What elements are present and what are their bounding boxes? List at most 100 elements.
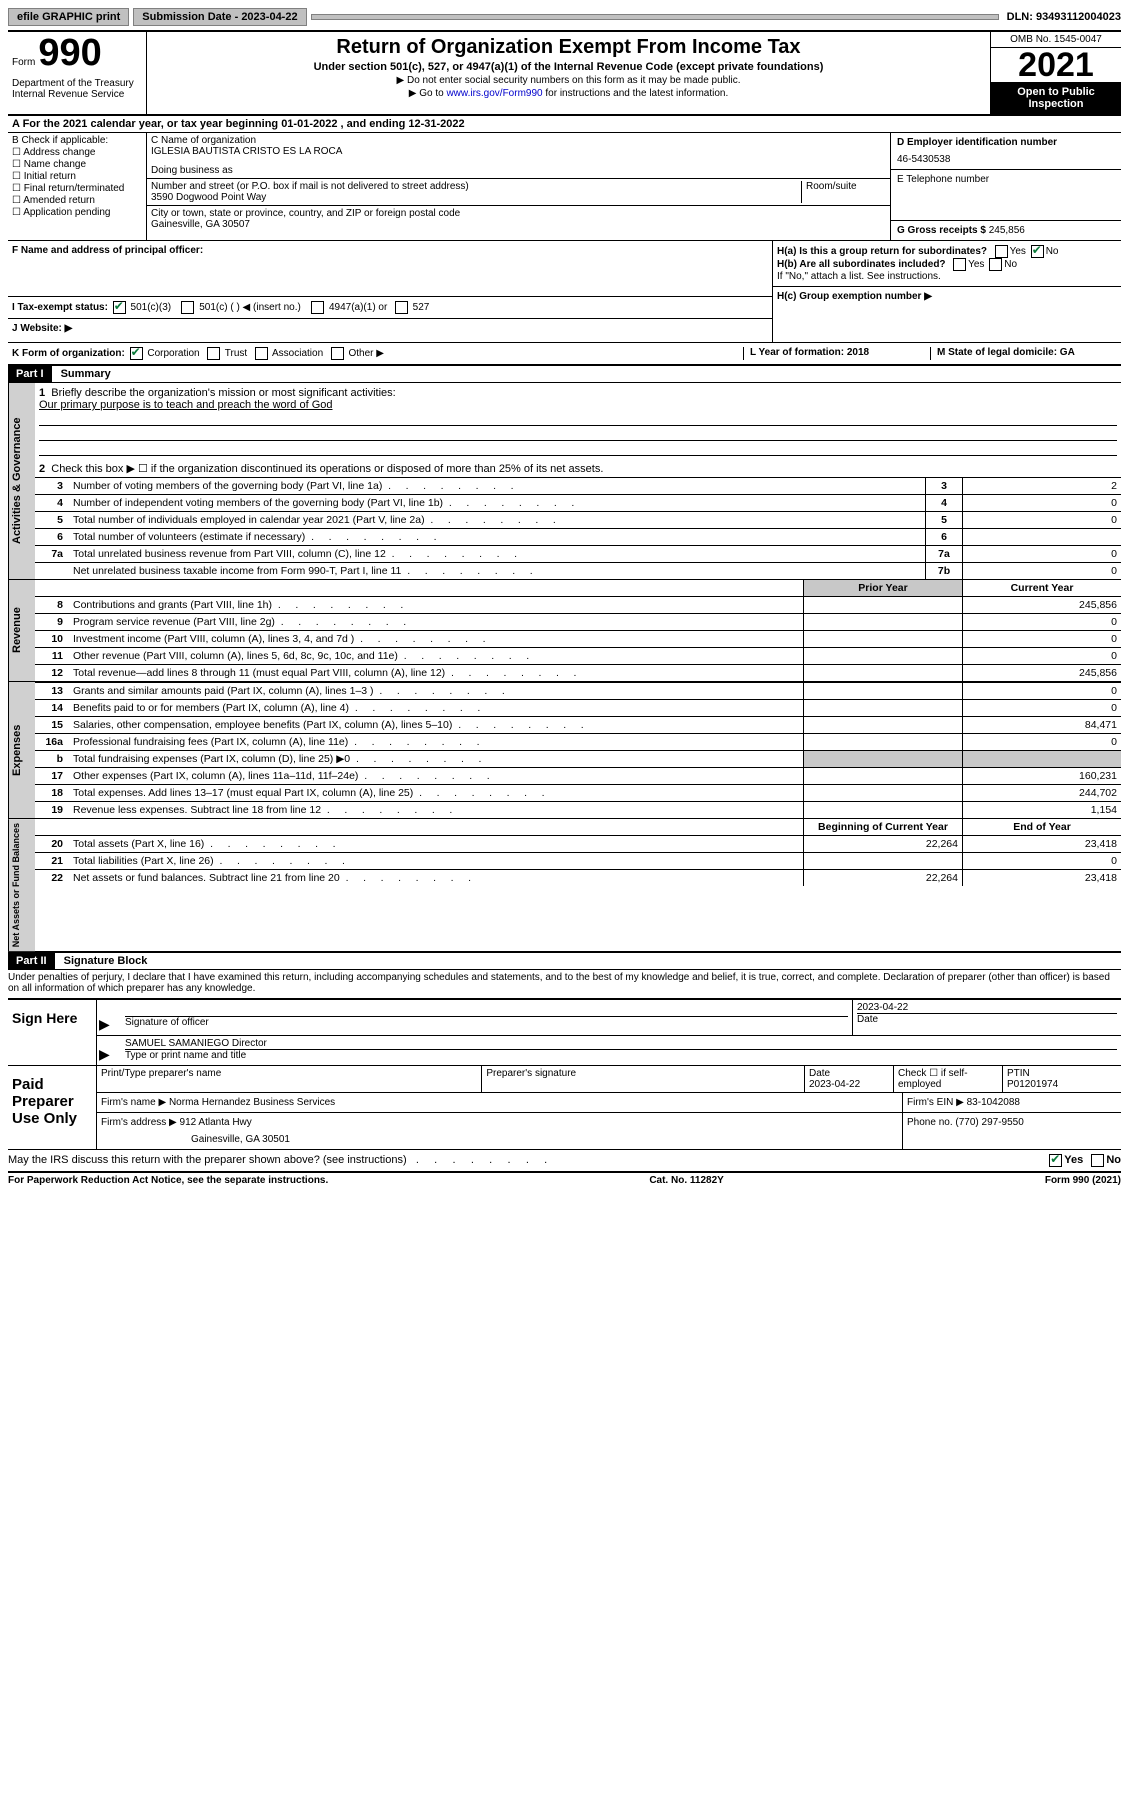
cy-header: Current Year <box>963 580 1122 597</box>
check-se-cell: Check ☐ if self-employed <box>893 1066 1002 1092</box>
footer-mid: Cat. No. 11282Y <box>649 1175 723 1186</box>
current-year-val: 23,418 <box>963 870 1122 887</box>
cb-ha-yes[interactable] <box>995 245 1008 258</box>
ptin-label: PTIN <box>1007 1068 1030 1079</box>
section-fh: F Name and address of principal officer:… <box>8 241 1121 343</box>
cb-assoc[interactable] <box>255 347 268 360</box>
ha-label: H(a) Is this a group return for subordin… <box>777 246 987 257</box>
ptin-value: P01201974 <box>1007 1079 1058 1090</box>
part1-header-row: Part I Summary <box>8 365 1121 383</box>
cb-hb-yes[interactable] <box>953 258 966 271</box>
opt-4947: 4947(a)(1) or <box>329 302 387 313</box>
addr-block: Number and street (or P.O. box if mail i… <box>147 179 890 206</box>
cb-trust[interactable] <box>207 347 220 360</box>
prior-year-val <box>804 597 963 614</box>
cb-amended-return[interactable]: ☐ Amended return <box>12 195 142 206</box>
row-text: Grants and similar amounts paid (Part IX… <box>69 683 804 700</box>
date-cell: 2023-04-22 Date <box>852 1000 1121 1036</box>
cb-527[interactable] <box>395 301 408 314</box>
firm-addr-cell: Firm's address ▶ 912 Atlanta Hwy Gainesv… <box>97 1113 902 1149</box>
vtab-revenue: Revenue <box>8 580 35 681</box>
row-num: 9 <box>35 614 69 631</box>
row-text: Total number of volunteers (estimate if … <box>69 529 926 546</box>
row-num: 19 <box>35 802 69 819</box>
row-idx: 4 <box>926 495 963 512</box>
row-num: 13 <box>35 683 69 700</box>
spacer <box>311 14 999 20</box>
irs-link[interactable]: www.irs.gov/Form990 <box>446 88 542 99</box>
efile-button[interactable]: efile GRAPHIC print <box>8 8 129 26</box>
row-text: Total unrelated business revenue from Pa… <box>69 546 926 563</box>
part2-badge: Part II <box>8 953 55 969</box>
current-year-val: 0 <box>963 683 1122 700</box>
tax-year: 2021 <box>991 48 1121 82</box>
no-label: No <box>1004 259 1017 270</box>
top-bar: efile GRAPHIC print Submission Date - 20… <box>8 8 1121 26</box>
date-value: 2023-04-22 <box>857 1002 1117 1013</box>
current-year-val: 244,702 <box>963 785 1122 802</box>
name-title-cell: SAMUEL SAMANIEGO Director Type or print … <box>121 1036 1121 1065</box>
opt-527: 527 <box>413 302 430 313</box>
cb-application-pending[interactable]: ☐ Application pending <box>12 207 142 218</box>
cb-name-change[interactable]: ☐ Name change <box>12 159 142 170</box>
row-val: 0 <box>963 546 1122 563</box>
cb-other[interactable] <box>331 347 344 360</box>
org-name-block: C Name of organization IGLESIA BAUTISTA … <box>147 133 890 179</box>
cb-initial-return[interactable]: ☐ Initial return <box>12 171 142 182</box>
cb-final-return[interactable]: ☐ Final return/terminated <box>12 183 142 194</box>
phone-value: (770) 297-9550 <box>955 1117 1023 1128</box>
cb-address-change[interactable]: ☐ Address change <box>12 147 142 158</box>
row-num: 8 <box>35 597 69 614</box>
ptin-cell: PTIN P01201974 <box>1002 1066 1121 1092</box>
dba-label: Doing business as <box>151 165 886 176</box>
cb-corp[interactable] <box>130 347 143 360</box>
firm-ein-value: 83-1042088 <box>967 1097 1020 1108</box>
cb-4947[interactable] <box>311 301 324 314</box>
discuss-label: May the IRS discuss this return with the… <box>8 1154 407 1166</box>
vtab-governance: Activities & Governance <box>8 383 35 579</box>
firm-ein-label: Firm's EIN ▶ <box>907 1097 964 1108</box>
cb-hb-no[interactable] <box>989 258 1002 271</box>
m-text: M State of legal domicile: GA <box>937 347 1075 358</box>
discuss-row: May the IRS discuss this return with the… <box>8 1150 1121 1173</box>
sig-officer-label: Signature of officer <box>125 1016 848 1028</box>
note-ssn: ▶ Do not enter social security numbers o… <box>155 75 982 86</box>
cb-ha-no[interactable] <box>1031 245 1044 258</box>
ha-row: H(a) Is this a group return for subordin… <box>777 245 1117 258</box>
cb-discuss-yes[interactable] <box>1049 1154 1062 1167</box>
submission-date-button[interactable]: Submission Date - 2023-04-22 <box>133 8 306 26</box>
cb-501c[interactable] <box>181 301 194 314</box>
cb-501c3[interactable] <box>113 301 126 314</box>
f-label: F Name and address of principal officer: <box>12 245 203 256</box>
row-text: Net unrelated business taxable income fr… <box>69 563 926 580</box>
date-label: Date <box>857 1013 1117 1025</box>
gov-table: 3 Number of voting members of the govern… <box>35 477 1121 579</box>
note2-pre: ▶ Go to <box>409 88 447 99</box>
org-city: Gainesville, GA 30507 <box>151 219 886 230</box>
opt-trust: Trust <box>225 348 247 359</box>
prior-year-val <box>804 700 963 717</box>
mission-blank <box>39 411 1117 426</box>
part1-badge: Part I <box>8 366 52 382</box>
prior-year-val <box>804 785 963 802</box>
row-text: Total liabilities (Part X, line 26) <box>69 853 804 870</box>
q1-text: Briefly describe the organization's miss… <box>51 387 395 399</box>
prior-year-val <box>804 648 963 665</box>
cb-discuss-no[interactable] <box>1091 1154 1104 1167</box>
row-num: 22 <box>35 870 69 887</box>
l-text: L Year of formation: 2018 <box>750 347 869 358</box>
row-text: Total fundraising expenses (Part IX, col… <box>69 751 804 768</box>
city-label: City or town, state or province, country… <box>151 208 886 219</box>
row-num: 20 <box>35 836 69 853</box>
ein-label: D Employer identification number <box>897 137 1115 148</box>
gross-block: G Gross receipts $ 245,856 <box>891 221 1121 240</box>
opt-assoc: Association <box>272 348 323 359</box>
row-text: Total assets (Part X, line 16) <box>69 836 804 853</box>
k-label: K Form of organization: <box>12 348 125 359</box>
current-year-val: 0 <box>963 700 1122 717</box>
net-section: Net Assets or Fund Balances Beginning of… <box>8 819 1121 952</box>
row-num: 12 <box>35 665 69 682</box>
form-id-cell: Form 990 Department of the Treasury Inte… <box>8 32 147 114</box>
row-val: 2 <box>963 478 1122 495</box>
city-block: City or town, state or province, country… <box>147 206 890 232</box>
